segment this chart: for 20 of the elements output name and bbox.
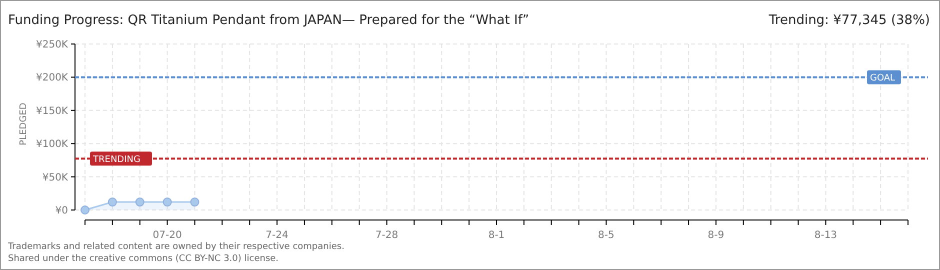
ref-line-label: GOAL — [870, 73, 896, 84]
x-tick-label: 07-20 — [152, 230, 182, 241]
chart-title: Funding Progress: QR Titanium Pendant from JAPAN— Prepared for the “What If” — [8, 13, 530, 28]
x-tick-label: 8-5 — [598, 230, 614, 241]
text: Trademarks and related content are owned by their respective companies. — [7, 242, 344, 252]
text: Shared under the creative commons (CC BY-NC 3.0) license. — [8, 254, 279, 264]
x-tick-label: 8-13 — [814, 230, 838, 241]
y-tick-label: ¥250K — [36, 40, 68, 50]
y-tick-label: ¥150K — [36, 106, 68, 117]
x-tick-label: 7-24 — [266, 230, 288, 241]
chart-subtitle: Trending: ¥77,345 (38%) — [768, 13, 930, 28]
ref-line-label: TRENDING — [92, 154, 140, 165]
y-tick-label: ¥100K — [36, 139, 68, 150]
y-tick-label: ¥200K — [36, 72, 68, 84]
y-axis-title: PLEDGED — [19, 102, 29, 146]
y-tick-label: ¥50K — [42, 172, 68, 184]
x-tick-label: 8-1 — [488, 230, 505, 241]
y-tick-label: ¥0 — [55, 206, 68, 216]
x-tick-label: 7-28 — [375, 230, 398, 241]
x-tick-label: 8-9 — [708, 230, 724, 241]
